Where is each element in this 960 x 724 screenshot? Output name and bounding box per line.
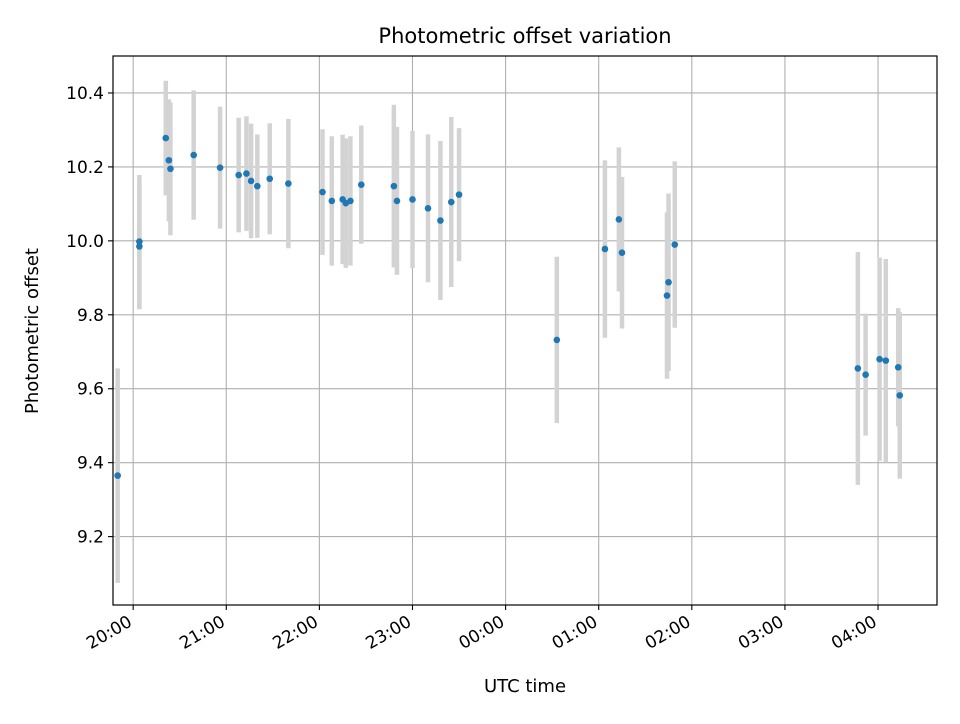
data-point xyxy=(266,175,274,183)
data-point xyxy=(437,217,444,224)
data-point xyxy=(347,197,354,205)
data-point xyxy=(455,191,463,198)
data-point xyxy=(862,371,869,378)
data-point xyxy=(876,355,883,363)
data-point xyxy=(243,170,250,177)
x-axis-label: UTC time xyxy=(484,676,566,697)
data-point xyxy=(601,245,609,253)
data-point xyxy=(894,363,902,371)
data-point xyxy=(393,197,401,205)
data-point xyxy=(854,365,862,372)
data-point xyxy=(254,182,261,190)
y-tick-label: 9.6 xyxy=(77,380,104,400)
data-point xyxy=(235,171,242,179)
data-point xyxy=(618,249,626,256)
data-point xyxy=(190,151,197,159)
data-point xyxy=(665,278,672,286)
data-point xyxy=(447,198,455,206)
data-point xyxy=(114,472,121,479)
data-point xyxy=(615,216,623,223)
data-point xyxy=(136,238,143,245)
data-point xyxy=(357,181,365,188)
y-tick-label: 10.4 xyxy=(66,84,104,104)
data-point xyxy=(162,134,170,142)
data-points xyxy=(114,134,904,479)
y-tick-label: 10.0 xyxy=(66,232,104,252)
data-point xyxy=(167,165,174,173)
data-point xyxy=(553,336,561,344)
chart-title: Photometric offset variation xyxy=(378,24,671,48)
y-tick-label: 10.2 xyxy=(66,158,104,178)
y-tick-label: 9.2 xyxy=(77,528,104,548)
data-point xyxy=(319,188,326,196)
data-point xyxy=(424,205,432,212)
data-point xyxy=(165,156,173,164)
grid xyxy=(113,56,937,605)
data-point xyxy=(216,164,224,171)
data-point xyxy=(390,182,398,190)
data-point xyxy=(671,241,679,248)
data-point xyxy=(247,177,255,185)
y-tick-label: 9.8 xyxy=(77,306,104,326)
data-point xyxy=(882,357,890,364)
y-axis-label: Photometric offset xyxy=(22,248,43,414)
y-tick-label: 9.4 xyxy=(77,454,104,474)
data-point xyxy=(663,292,671,299)
data-point xyxy=(896,392,904,399)
axes-frame xyxy=(112,55,938,606)
data-point xyxy=(136,243,143,250)
data-point xyxy=(285,180,292,187)
data-point xyxy=(409,196,416,203)
data-point xyxy=(328,197,336,205)
